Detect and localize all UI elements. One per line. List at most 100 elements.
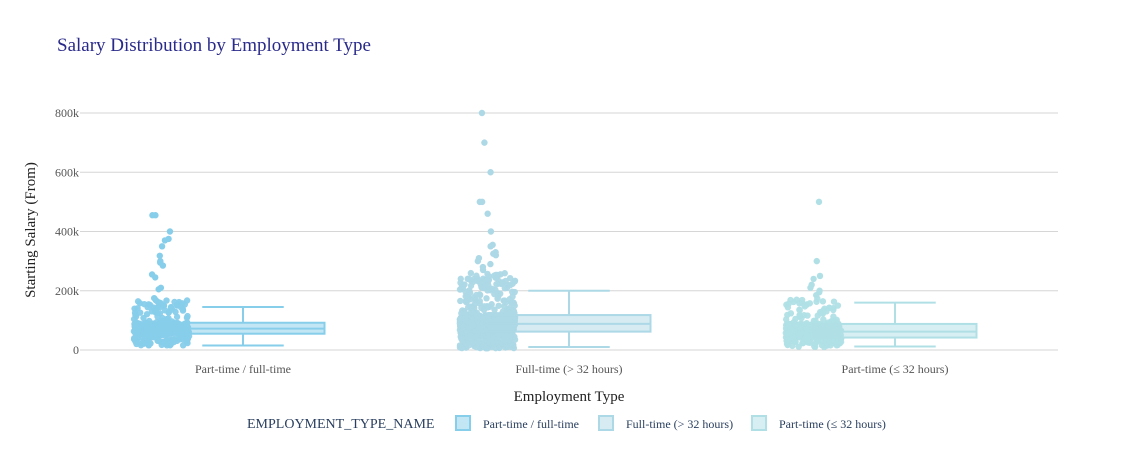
data-point [486,303,493,311]
legend: EMPLOYMENT_TYPE_NAME Part-time / full-ti… [247,415,886,432]
data-point [478,279,486,287]
data-point [475,325,483,332]
data-point [138,321,146,329]
data-point [165,309,172,316]
data-point [511,278,518,285]
data-point [783,340,791,348]
data-point [467,282,475,289]
legend-title: EMPLOYMENT_TYPE_NAME [247,417,434,432]
data-point [796,306,803,314]
data-point [801,303,809,310]
legend-swatch [751,415,767,431]
data-point [141,340,148,347]
data-point [483,295,490,302]
data-point [173,313,181,321]
data-point [811,343,819,351]
data-point [479,315,486,322]
outlier-point [161,237,169,244]
data-point [473,272,480,279]
data-point [143,324,151,332]
outlier-point [484,210,491,217]
data-point [457,275,464,283]
data-point [484,287,491,294]
data-point [501,270,508,277]
data-point [184,312,191,320]
data-point [471,294,478,301]
data-point [136,309,144,316]
data-point [795,323,803,331]
data-point [140,314,147,322]
outlier-point [156,252,163,259]
data-point [785,322,792,329]
data-point [478,284,485,291]
data-point [470,338,478,346]
data-point [184,339,191,347]
data-point [511,336,519,343]
outlier-point [813,291,820,299]
data-point [804,332,811,340]
data-point [158,341,165,349]
data-point [473,333,480,340]
data-point [140,331,147,338]
data-point [491,340,499,347]
data-point [165,338,172,346]
data-point [465,293,472,301]
data-point [495,302,502,309]
data-point [173,302,181,309]
outlier-point [807,284,814,291]
legend-swatch [598,415,614,431]
x-tick-label: Part-time (≤ 32 hours) [842,362,949,376]
outlier-point [159,262,167,269]
outlier-point [492,252,500,259]
data-point [483,277,491,284]
data-point [485,281,492,289]
data-point [181,301,189,308]
data-point [468,305,476,313]
data-point [501,285,509,292]
chart-title: Salary Distribution by Employment Type [57,35,371,56]
x-tick-label: Full-time (> 32 hours) [515,362,622,376]
outlier-point [813,257,820,265]
outlier-point [152,274,159,281]
data-point [493,280,500,288]
data-point [798,296,806,304]
data-point [482,345,490,352]
data-point [509,293,516,300]
outlier-point [478,109,486,117]
outlier-point [156,299,163,306]
y-axis-ticks: 0 200k 400k 600k 800k [55,106,79,357]
data-point [134,298,142,305]
data-point [796,331,804,338]
data-point [503,333,510,340]
data-point [494,293,502,300]
outlier-point [481,139,488,146]
data-point [490,272,498,279]
data-point [465,318,472,326]
data-point [792,315,799,323]
data-point [173,337,181,345]
data-point [782,316,790,323]
outlier-point [810,275,817,283]
data-point [800,337,807,344]
data-point [819,298,827,305]
outlier-point [158,243,166,250]
data-point [491,306,498,313]
data-point [491,335,499,342]
data-point [465,324,473,331]
legend-swatch [455,415,471,431]
outlier-point [815,198,823,206]
data-point [458,324,466,331]
outlier-point [487,243,494,250]
data-point [457,315,465,322]
outlier-point [487,228,495,235]
data-point [458,310,465,317]
data-point [803,325,810,333]
y-tick-label: 0 [73,343,79,357]
data-point [834,302,842,309]
data-point [154,337,162,344]
box-plots [160,289,978,349]
data-point [810,317,818,325]
x-tick-label: Part-time / full-time [195,362,291,376]
data-point [476,297,483,305]
